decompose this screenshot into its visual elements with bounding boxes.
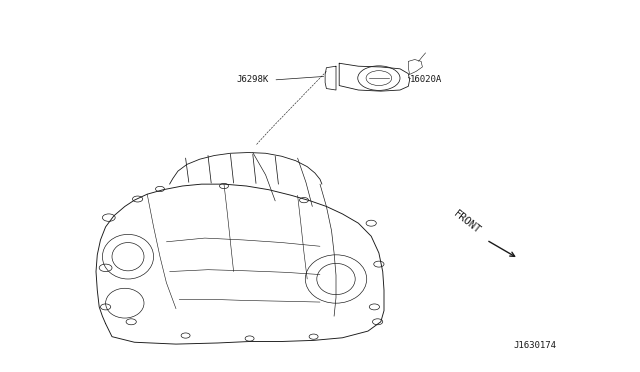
Text: FRONT: FRONT [452,209,483,236]
Text: J1630174: J1630174 [514,341,557,350]
Text: J6298K: J6298K [237,76,269,84]
Text: 16020A: 16020A [410,76,442,84]
